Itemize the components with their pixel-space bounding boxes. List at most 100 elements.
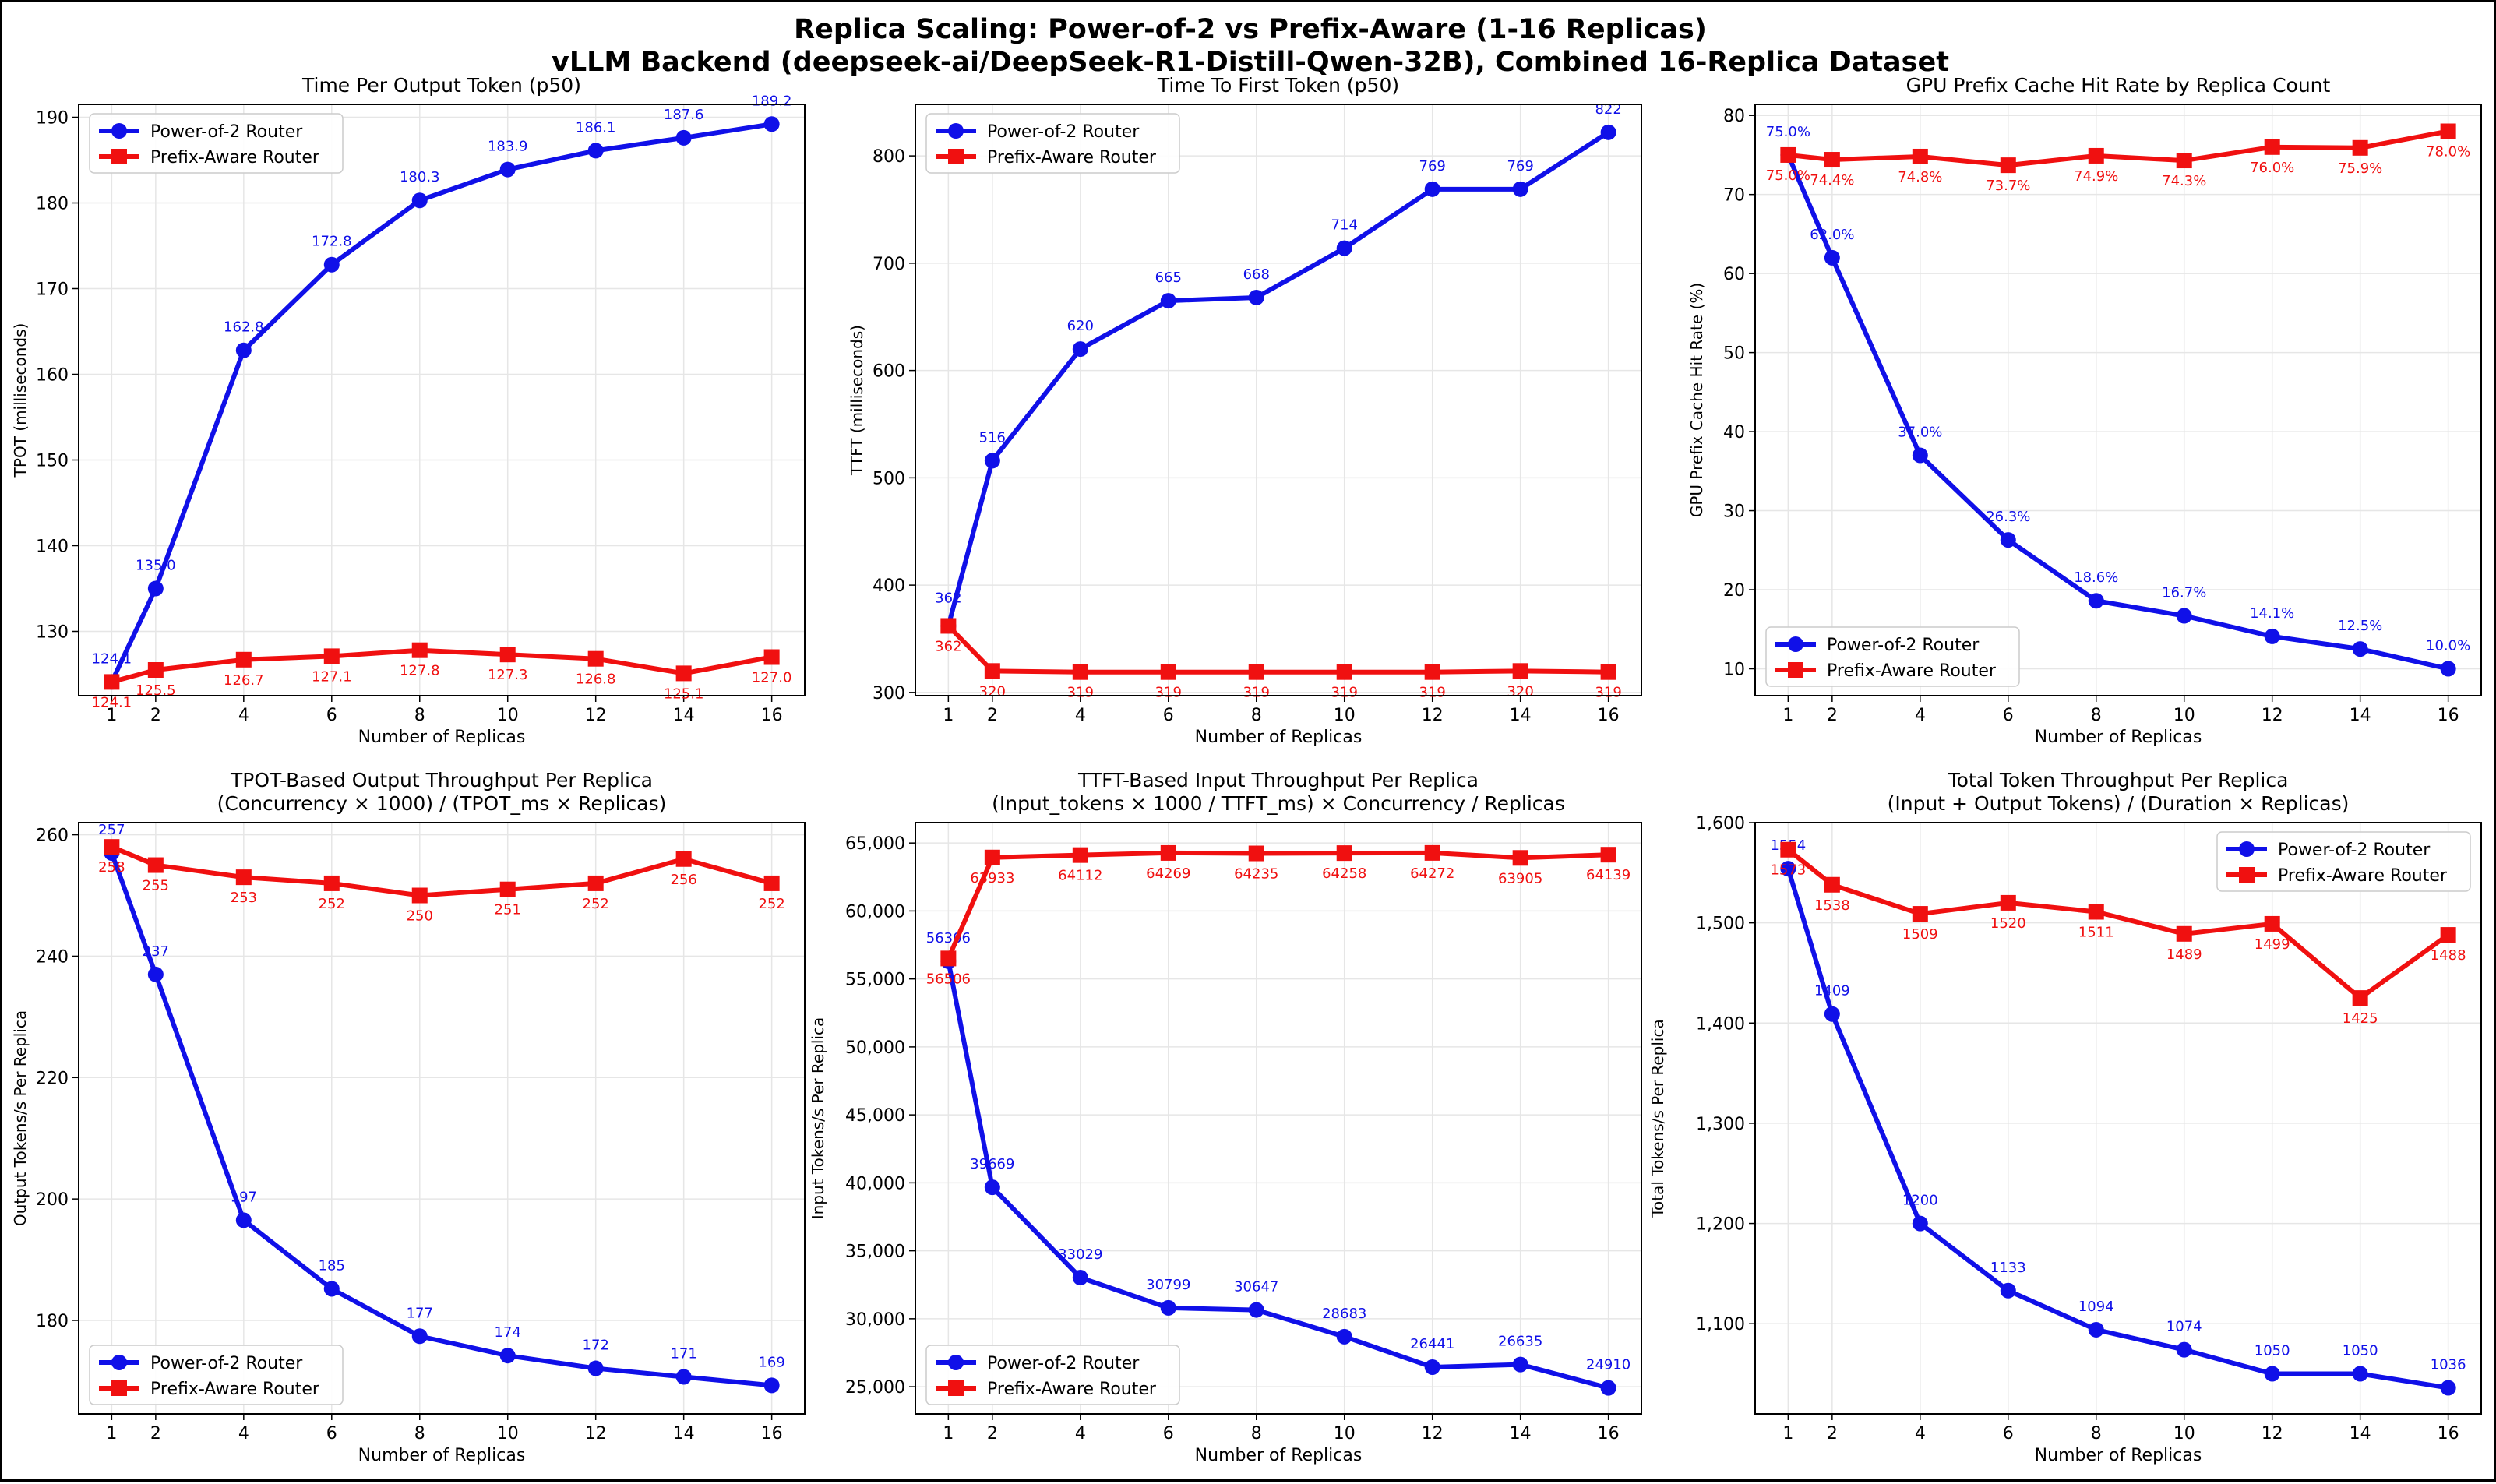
data-label: 75.9% [2338,160,2382,177]
data-label: 183.9 [488,139,528,155]
data-point [2176,1341,2192,1358]
legend: Power-of-2 Router Prefix-Aware Router [925,113,1180,174]
data-label: 124.1 [92,694,132,710]
data-label: 127.0 [752,670,792,686]
x-tick-label: 1 [943,1424,954,1443]
x-tick-label: 8 [1251,1424,1262,1443]
data-label: 64139 [1586,867,1631,883]
data-point [587,875,604,891]
data-point [2000,1282,2016,1299]
data-label: 26635 [1498,1334,1542,1350]
figure-title-line-2: vLLM Backend (deepseek-ai/DeepSeek-R1-Di… [552,47,1949,78]
data-label: 18.6% [2074,569,2118,586]
data-point [104,674,120,690]
chart-6: Total Token Throughput Per Replica(Input… [1648,769,2482,1465]
data-point [1512,850,1528,866]
data-label: 1409 [1814,983,1850,999]
data-label: 252 [319,896,345,912]
x-tick-label: 10 [497,1424,519,1443]
data-point [1824,249,1840,266]
data-point [499,1348,516,1364]
data-point [1600,1380,1616,1396]
data-label: 172 [583,1338,609,1354]
data-point [587,143,604,159]
series-power-of-2: 257 237 197 185 177 174 172 171 169 [98,822,785,1394]
x-axis-label: Number of Replicas [358,1446,526,1465]
series-line [109,851,772,1388]
data-point [675,1369,692,1385]
data-label: 769 [1507,158,1533,174]
data-label: 1074 [2166,1319,2202,1335]
x-tick-label: 2 [1827,1424,1838,1443]
data-label: 319 [1155,685,1182,701]
data-point [1248,289,1264,305]
x-tick-label: 12 [1422,1424,1444,1443]
data-label: 319 [1243,685,1270,701]
data-point [323,1281,340,1297]
data-point [2000,532,2016,548]
data-label: 1036 [2431,1357,2466,1373]
data-point [1600,847,1616,863]
data-point [1248,845,1264,862]
y-tick-label: 180 [36,195,69,214]
data-point [1824,876,1840,893]
data-label: 75.0% [1766,124,1810,140]
x-axis-label: Number of Replicas [1195,1446,1363,1465]
x-tick-label: 12 [1422,706,1444,725]
series-power-of-2: 124.1 135.0 162.8 172.8 180.3 183.9 186.1 187.6… [92,93,791,690]
legend-box [925,113,1180,174]
y-tick-label: 140 [36,538,69,557]
data-label: 124.1 [92,650,132,667]
y-tick-label: 10 [1723,661,1745,680]
data-point [940,950,957,967]
data-point [2264,915,2280,932]
legend-label: Power-of-2 Router [987,122,1140,142]
y-axis-label: Input Tokens/s Per Replica [809,1017,827,1220]
data-label: 257 [98,822,125,838]
x-tick-label: 10 [1334,1424,1356,1443]
chart-title: Time To First Token (p50) [1157,74,1399,97]
x-tick-label: 8 [2091,706,2102,725]
chart-3: GPU Prefix Cache Hit Rate by Replica Cou… [1687,74,2482,747]
x-tick-label: 4 [1915,706,1926,725]
data-point [675,129,692,146]
x-tick-label: 10 [2173,1424,2195,1443]
data-label: 1573 [1770,862,1806,879]
y-tick-label: 50,000 [845,1038,905,1058]
legend-box [89,113,344,174]
x-tick-label: 1 [1782,1424,1793,1443]
data-point [1160,1299,1176,1316]
y-tick-label: 40,000 [845,1174,905,1193]
data-label: 12.5% [2338,618,2382,634]
legend: Power-of-2 Router Prefix-Aware Router [2216,831,2471,892]
x-axis-label: Number of Replicas [2035,728,2202,747]
data-label: 162.8 [224,319,264,336]
data-point [499,881,516,897]
data-label: 63933 [970,870,1014,887]
series-line [946,961,1609,1391]
data-point [2000,157,2016,174]
data-point [411,192,428,209]
x-tick-label: 6 [326,706,337,725]
x-tick-label: 12 [585,1424,607,1443]
x-tick-label: 8 [414,1424,425,1443]
data-label: 30799 [1146,1277,1190,1293]
chart-5: TTFT-Based Input Throughput Per Replica(… [809,769,1642,1465]
data-point [984,453,1000,469]
series-prefix-aware: 56506 63933 64112 64269 64235 64258 64272 63905… [926,844,1631,987]
x-tick-label: 8 [1251,706,1262,725]
data-point [1160,293,1176,309]
data-point [1512,181,1528,197]
data-point [1600,664,1616,680]
data-label: 319 [1419,685,1446,701]
data-label: 14.1% [2250,605,2294,622]
y-tick-label: 30 [1723,502,1745,522]
data-point [2176,153,2192,169]
series-prefix-aware: 1573 1538 1509 1520 1511 1489 1499 1425 1488 [1770,841,2466,1027]
series-power-of-2: 75.0% 62.0% 37.0% 26.3% 18.6% 16.7% 14.1% 12.5%… [1766,124,2470,677]
data-label: 1133 [1990,1260,2026,1276]
y-tick-label: 170 [36,280,69,300]
x-tick-label: 8 [2091,1424,2102,1443]
data-label: 64258 [1322,865,1366,882]
